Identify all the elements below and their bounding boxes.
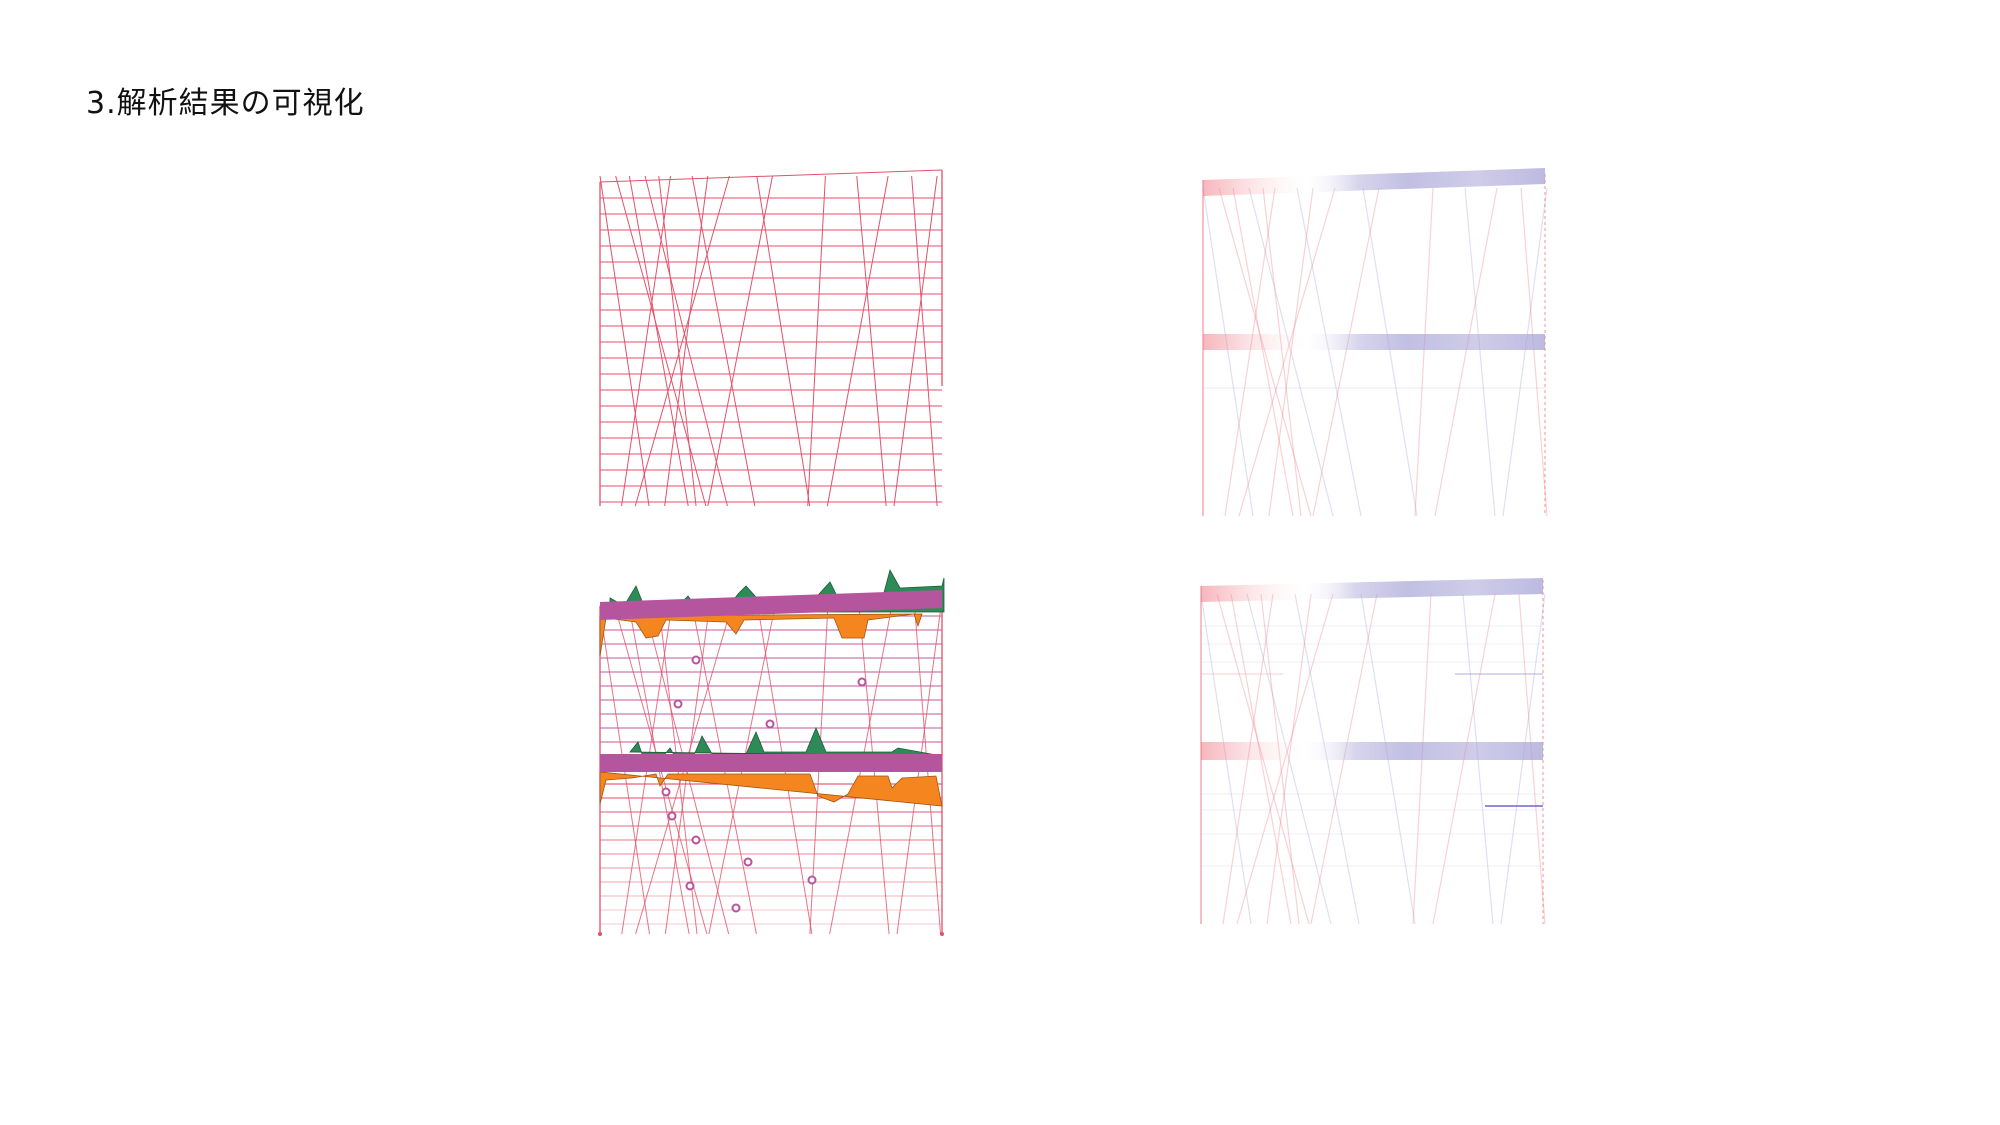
stress-brace-line xyxy=(1502,187,1548,517)
stress-brace-line xyxy=(1464,187,1496,517)
frame-brace-line xyxy=(856,175,887,507)
frame-brace-line xyxy=(911,175,938,507)
support-node xyxy=(940,932,944,936)
plastic-hinge-marker xyxy=(857,677,867,687)
plastic-hinge-marker xyxy=(743,857,753,867)
stress-brace-line xyxy=(1520,187,1548,517)
plastic-hinge-marker xyxy=(685,881,695,891)
plastic-hinge-marker xyxy=(731,903,741,913)
plastic-hinge-marker xyxy=(691,655,701,665)
plastic-hinge-marker xyxy=(661,787,671,797)
moment-negative-lower xyxy=(599,771,943,807)
stress-brace-line xyxy=(1218,187,1312,517)
beam-lower xyxy=(600,754,942,772)
frame-brace-line xyxy=(628,175,689,507)
stress-brace-line xyxy=(1268,187,1314,517)
frame-brace-line xyxy=(707,175,773,507)
stress-brace-line xyxy=(1262,187,1302,517)
stress-band xyxy=(1203,334,1545,350)
frame-brace-line xyxy=(615,175,707,507)
stress-color-map-bottom xyxy=(1200,578,1546,925)
stress-color-map-top xyxy=(1202,168,1548,517)
plastic-hinge-marker xyxy=(765,719,775,729)
stress-brace-line xyxy=(1296,187,1362,517)
plastic-hinge-marker xyxy=(807,875,817,885)
stress-band xyxy=(1201,742,1543,760)
stress-brace-line xyxy=(1312,187,1380,517)
frame-brace-line xyxy=(599,175,650,507)
frame-brace-line xyxy=(691,175,756,507)
stress-brace-line xyxy=(1224,187,1276,517)
frame-brace-line xyxy=(658,175,697,507)
plastic-hinge-marker xyxy=(691,835,701,845)
frame-brace-line xyxy=(893,175,938,507)
stress-brace-line xyxy=(1362,187,1418,517)
frame-brace-line xyxy=(807,175,826,507)
frame-brace-line xyxy=(826,175,889,507)
frame-brace-line xyxy=(756,175,811,507)
stress-brace-line xyxy=(1434,187,1498,517)
section-heading: 3.解析結果の可視化 xyxy=(86,86,365,121)
frame-brace-line xyxy=(621,175,672,507)
frame-brace-line xyxy=(664,175,709,507)
frame-model-diagram xyxy=(599,169,943,507)
frame-beam-line xyxy=(599,169,943,183)
stress-brace-line xyxy=(1232,187,1294,517)
support-node xyxy=(598,932,602,936)
stress-brace-line xyxy=(1202,187,1254,517)
plastic-hinge-marker xyxy=(667,811,677,821)
plastic-hinge-marker xyxy=(673,699,683,709)
stress-brace-line xyxy=(1414,187,1434,517)
moment-negative-upper xyxy=(599,613,923,657)
force-diagram xyxy=(598,568,945,936)
stress-band xyxy=(1203,168,1545,196)
stress-band xyxy=(1201,578,1543,602)
beam-upper xyxy=(600,590,942,620)
frame-brace-line xyxy=(634,175,730,507)
stress-brace-line xyxy=(1238,187,1336,517)
stress-brace-line xyxy=(1248,187,1334,517)
